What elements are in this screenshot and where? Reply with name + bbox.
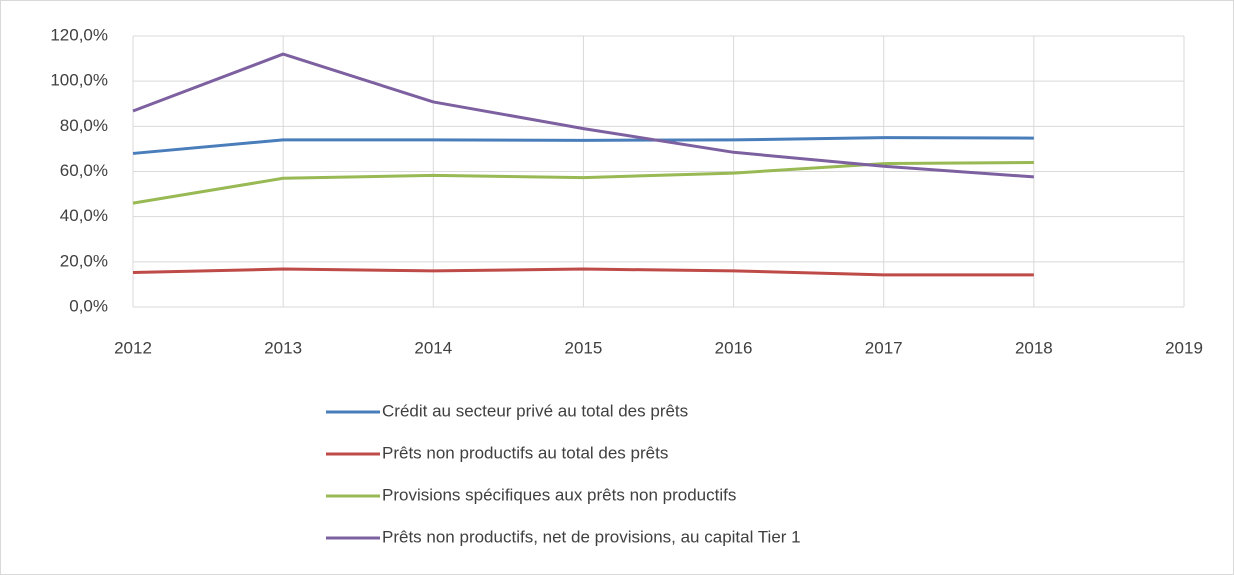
series-line (132, 160, 1034, 205)
y-tick-label: 120,0% (50, 25, 108, 44)
x-tick-label: 2018 (1015, 338, 1053, 357)
y-tick-label: 0,0% (69, 296, 108, 315)
x-tick-label: 2019 (1165, 338, 1203, 357)
x-tick-label: 2014 (414, 338, 452, 357)
legend-label: Provisions spécifiques aux prêts non pro… (382, 485, 736, 504)
x-tick-label: 2012 (114, 338, 152, 357)
legend-label: Prêts non productifs au total des prêts (382, 443, 668, 462)
series-line (132, 52, 1034, 179)
y-tick-label: 40,0% (60, 206, 108, 225)
x-tick-label: 2017 (865, 338, 903, 357)
y-tick-label: 60,0% (60, 161, 108, 180)
y-tick-label: 20,0% (60, 251, 108, 270)
series-line (132, 267, 1034, 277)
y-tick-label: 100,0% (50, 71, 108, 90)
series-line (132, 136, 1034, 155)
legend-label: Crédit au secteur privé au total des prê… (382, 401, 688, 420)
y-tick-label: 80,0% (60, 116, 108, 135)
x-tick-label: 2015 (565, 338, 603, 357)
legend-label: Prêts non productifs, net de provisions,… (382, 527, 801, 546)
x-tick-label: 2016 (715, 338, 753, 357)
x-tick-label: 2013 (264, 338, 302, 357)
